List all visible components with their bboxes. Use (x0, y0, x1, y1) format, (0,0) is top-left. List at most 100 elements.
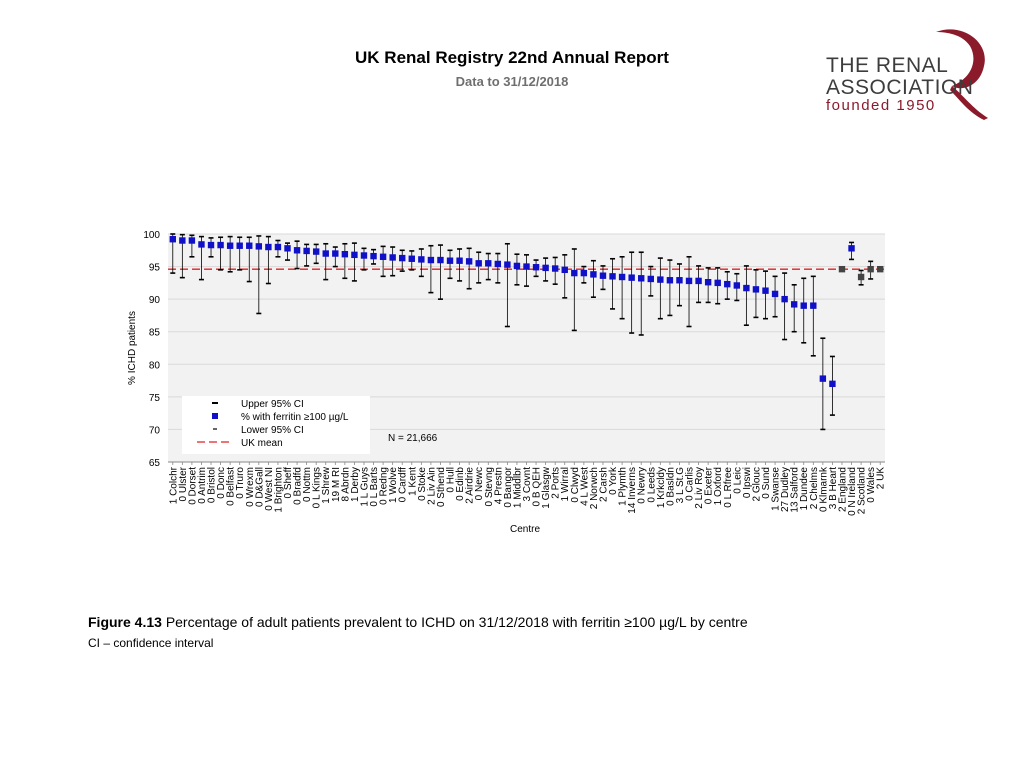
centre-marker: 0 Antrim (197, 235, 208, 504)
x-tick-label: 1 Wirral (560, 467, 571, 501)
centre-marker: 0 Edinb (455, 248, 466, 501)
x-tick-label: 0 Edinb (455, 467, 466, 501)
data-point (628, 274, 635, 281)
centre-marker: 1 Wirral (560, 254, 571, 501)
centre-marker: 0 Sthend (436, 244, 447, 507)
logo-line-1: THE RENAL (826, 54, 949, 77)
data-point (246, 242, 253, 249)
centre-marker: 1 Swanse (771, 275, 782, 511)
data-point (743, 284, 750, 292)
x-tick-label: 0 B QEH (532, 467, 543, 506)
data-point (446, 257, 454, 264)
data-point (236, 242, 243, 249)
centre-marker: 0 Leeds (646, 265, 657, 503)
legend-label: Upper 95% CI (241, 399, 304, 410)
x-tick-label: 0 N Ireland (847, 467, 858, 516)
x-tick-label: 0 Exeter (704, 466, 715, 504)
centre-marker: 4 Prestn (493, 252, 504, 504)
data-point (217, 241, 224, 249)
x-tick-label: 0 Leeds (646, 467, 657, 503)
x-tick-label: 0 Newry (637, 467, 648, 504)
centre-marker: 0 Bristol (207, 237, 218, 503)
data-point (293, 247, 301, 254)
data-point (829, 380, 836, 388)
x-tick-label: 13 Salford (790, 467, 801, 513)
data-point (418, 256, 425, 263)
x-tick-label: 1 Derby (350, 467, 361, 502)
data-point (877, 265, 884, 273)
x-tick-label: 0 L Rfree (723, 467, 734, 508)
centre-marker: 1 Krkcldy (656, 257, 667, 508)
x-tick-label: 1 Dundee (799, 467, 810, 511)
x-tick-label: 0 Ipswi (742, 467, 753, 498)
x-tick-label: 1 Plymth (618, 467, 629, 506)
data-point (819, 375, 827, 382)
data-point (475, 260, 482, 267)
centre-marker: 4 L West (579, 265, 590, 506)
x-tick-label: 0 Redng (379, 467, 390, 505)
centre-marker: 0 Cardff (398, 249, 409, 502)
centre-marker: 2 Norwch (589, 259, 600, 509)
data-point (351, 251, 358, 259)
data-point (179, 237, 186, 244)
centre-marker: 0 Hull (446, 249, 457, 493)
x-tick-label: 3 Covnt (522, 467, 533, 502)
data-point (465, 258, 473, 265)
x-tick-label: 0 Bradfd (293, 467, 304, 505)
y-tick-label: 90 (149, 295, 161, 306)
centre-marker: 0 Bradfd (293, 240, 304, 505)
centre-marker: 0 Sheff (283, 242, 294, 499)
x-tick-label: 1 Krkcldy (656, 467, 667, 508)
data-point (561, 266, 568, 274)
centre-marker: 1 Dundee (799, 277, 810, 511)
centre-marker: 0 Ipswi (742, 265, 753, 498)
legend-box (182, 396, 370, 454)
centre-marker: 0 Wales (866, 260, 877, 503)
y-tick-label: 80 (149, 360, 161, 371)
y-axis-title: % ICHD patients (127, 311, 138, 385)
x-tick-label: 0 Wales (866, 467, 877, 503)
centre-marker: 0 D&Gall (254, 235, 265, 507)
x-tick-label: 0 Sthend (436, 467, 447, 507)
x-tick-label: 2 Carsh (598, 467, 609, 502)
x-tick-label: 3 L St.G (675, 467, 686, 504)
data-point (169, 236, 176, 243)
data-point (226, 242, 234, 249)
centre-marker: 0 N Ireland (847, 241, 858, 516)
data-point (771, 290, 779, 298)
data-point (312, 248, 320, 255)
x-tick-label: 8 Abrdn (340, 467, 351, 501)
data-point (399, 254, 406, 262)
data-point (867, 265, 874, 273)
centre-marker: 2 Liv Roy (694, 265, 705, 509)
data-point (857, 273, 865, 281)
x-tick-label: 0 Nottm (302, 467, 313, 502)
centre-marker: 1 Oxford (713, 267, 724, 505)
data-point (762, 287, 769, 294)
x-tick-label: 0 Dorset (187, 467, 198, 505)
x-tick-label: 0 L Kings (312, 467, 323, 508)
x-tick-label: 0 West NI (264, 467, 275, 511)
x-tick-label: 0 Stevng (484, 467, 495, 506)
data-point (523, 263, 530, 270)
y-tick-label: 95 (149, 263, 161, 274)
centre-marker: 0 Wrexm (245, 236, 256, 507)
centre-marker: 0 B QEH (532, 259, 543, 506)
centre-marker: 0 Belfast (226, 235, 237, 506)
logo-line-3: founded 1950 (826, 97, 936, 114)
x-tick-label: 1 L Guys (359, 467, 370, 507)
centre-marker: 14 Inverns (627, 251, 638, 514)
data-point (188, 237, 196, 244)
centre-marker: 1 Plymth (618, 255, 629, 506)
x-tick-label: 1 Brighton (273, 467, 284, 513)
logo-arc-icon (936, 29, 988, 120)
x-tick-label: 0 Stoke (417, 467, 428, 501)
centre-marker: 1 Derby (350, 242, 361, 502)
data-point (848, 245, 855, 252)
x-tick-label: 2 Chelms (809, 467, 820, 509)
data-point (580, 269, 588, 277)
x-tick-label: 0 Leic (732, 467, 743, 494)
data-point (494, 260, 502, 268)
y-tick-label: 70 (149, 425, 161, 436)
centre-marker: 1 Middlbr (512, 253, 523, 508)
